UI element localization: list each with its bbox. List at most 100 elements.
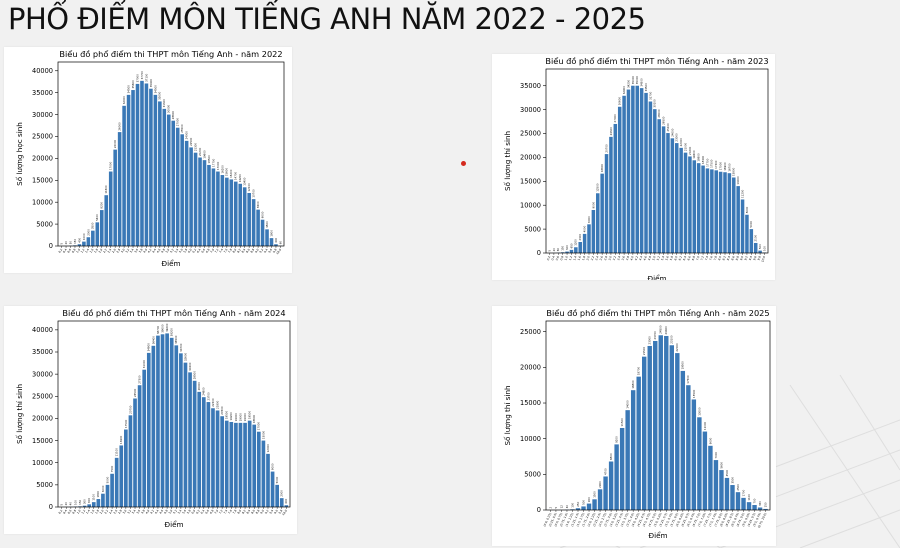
histogram-2022: Biểu đồ phổ điểm thi THPT môn Tiếng Anh …: [15, 49, 285, 268]
bar-value-label: 8300: [256, 201, 260, 208]
x-tick-label: 2.2: [590, 255, 595, 261]
bar: [574, 247, 578, 253]
y-tick-label: 15000: [32, 437, 53, 445]
bar: [180, 134, 184, 246]
x-tick-label: 8.2: [236, 248, 242, 254]
x-tick-label: 9.6: [273, 509, 279, 515]
bar: [614, 444, 619, 510]
bar-value-label: 34500: [153, 85, 157, 94]
bar: [657, 119, 661, 253]
x-axis-label: Điểm: [648, 274, 667, 280]
bar-value-label: 40: [69, 502, 73, 506]
x-tick-label: 4.8: [647, 255, 652, 261]
x-tick-label: (1.0, 1.25]: [564, 512, 574, 527]
x-tick-label: 8.0: [232, 248, 238, 254]
bar-value-label: 3000: [101, 485, 105, 492]
bar-value-label: 32600: [183, 353, 187, 362]
bar-value-label: 15600: [225, 168, 229, 177]
x-tick-label: 1.8: [581, 255, 586, 261]
bar: [746, 502, 752, 510]
bar-value-label: 19600: [202, 150, 206, 159]
x-tick-label: 4.0: [142, 248, 148, 254]
chart-title: Biểu đồ phổ điểm thi THPT môn Tiếng Anh …: [62, 308, 285, 318]
y-axis-label: Số lượng thí sinh: [503, 385, 512, 445]
x-tick-label: 1.6: [89, 248, 95, 254]
bar: [596, 193, 600, 253]
x-tick-label: 6.2: [191, 248, 197, 254]
bar: [206, 402, 211, 507]
x-tick-label: 5.2: [656, 255, 661, 261]
bar: [631, 85, 635, 254]
bar: [105, 484, 110, 507]
bar-value-label: 18500: [207, 155, 211, 164]
bar-value-label: 19000: [243, 413, 247, 422]
bar: [569, 249, 574, 253]
bar-value-label: 900: [587, 497, 591, 502]
bar: [242, 187, 247, 246]
bar: [757, 507, 763, 510]
bar-value-label: 31300: [162, 99, 166, 108]
bar: [211, 408, 215, 507]
bar-value-label: 15800: [732, 167, 736, 176]
y-tick-label: 5000: [524, 225, 541, 233]
bar-value-label: 11200: [740, 189, 744, 198]
bar: [146, 352, 151, 507]
bar-value-label: 2300: [578, 234, 582, 241]
chart-panel-2024: Biểu đồ phổ điểm thi THPT môn Tiếng Anh …: [4, 306, 297, 534]
x-tick-label: 2.6: [112, 509, 118, 515]
x-tick-label: 9.4: [268, 509, 274, 515]
y-tick-label: 0: [49, 503, 53, 511]
bar: [175, 127, 180, 246]
bar: [622, 95, 626, 253]
x-tick-label: 5.0: [165, 248, 171, 254]
x-tick-label: 4.0: [629, 255, 634, 261]
x-tick-label: (2.5, 2.75]: [597, 512, 607, 527]
bar-value-label: 2000: [86, 229, 90, 236]
bar-value-label: 1000: [82, 233, 86, 240]
bar: [131, 90, 135, 247]
bar-value-label: 15200: [229, 169, 233, 178]
bar-value-label: 20: [552, 248, 556, 252]
x-tick-label: 8.2: [721, 255, 726, 261]
x-tick-label: 7.0: [695, 255, 700, 261]
x-tick-label: 4.6: [642, 255, 647, 261]
bar-value-label: 4700: [603, 468, 607, 475]
bar-value-label: 23000: [675, 133, 679, 142]
bar: [723, 172, 727, 253]
bar-value-label: 16200: [220, 165, 224, 174]
x-tick-label: 1.4: [85, 509, 91, 515]
x-tick-label: (7.75, 8.0]: [713, 512, 723, 527]
x-tick-label: (5.75, 6.0]: [669, 512, 679, 527]
x-tick-label: 4.6: [156, 248, 162, 254]
bar: [648, 101, 653, 253]
x-tick-label: 7.2: [700, 255, 705, 261]
x-tick-label: 7.8: [227, 248, 233, 254]
bar: [719, 470, 724, 510]
bar: [691, 399, 697, 510]
x-tick-label: 3.4: [131, 509, 137, 515]
bar: [582, 233, 587, 253]
bar-value-label: 150: [73, 239, 77, 244]
bar: [160, 334, 165, 507]
x-tick-label: 8.0: [236, 509, 242, 515]
bar-value-label: 36400: [151, 336, 155, 345]
x-tick-label: 2.4: [106, 248, 112, 254]
x-tick-label: 3.4: [129, 248, 135, 254]
x-tick-label: 7.4: [218, 248, 224, 254]
x-tick-label: (0.25, 0.5]: [548, 512, 558, 527]
bar: [99, 210, 104, 246]
bar-value-label: 24800: [202, 387, 206, 396]
bar-value-label: 30600: [618, 97, 622, 106]
x-tick-label: 6.4: [200, 509, 206, 515]
y-tick-label: 40000: [32, 67, 53, 75]
x-tick-label: 2.8: [603, 255, 608, 261]
x-tick-label: 2.4: [594, 255, 599, 261]
x-tick-label: 1.0: [76, 509, 82, 515]
y-tick-label: 20000: [32, 155, 53, 163]
bar-value-label: 2900: [598, 481, 602, 488]
x-tick-label: 7.0: [213, 509, 219, 515]
bar-value-label: 10700: [252, 189, 256, 198]
y-tick-label: 30000: [32, 111, 53, 119]
bar: [675, 353, 680, 510]
bar: [265, 229, 269, 246]
